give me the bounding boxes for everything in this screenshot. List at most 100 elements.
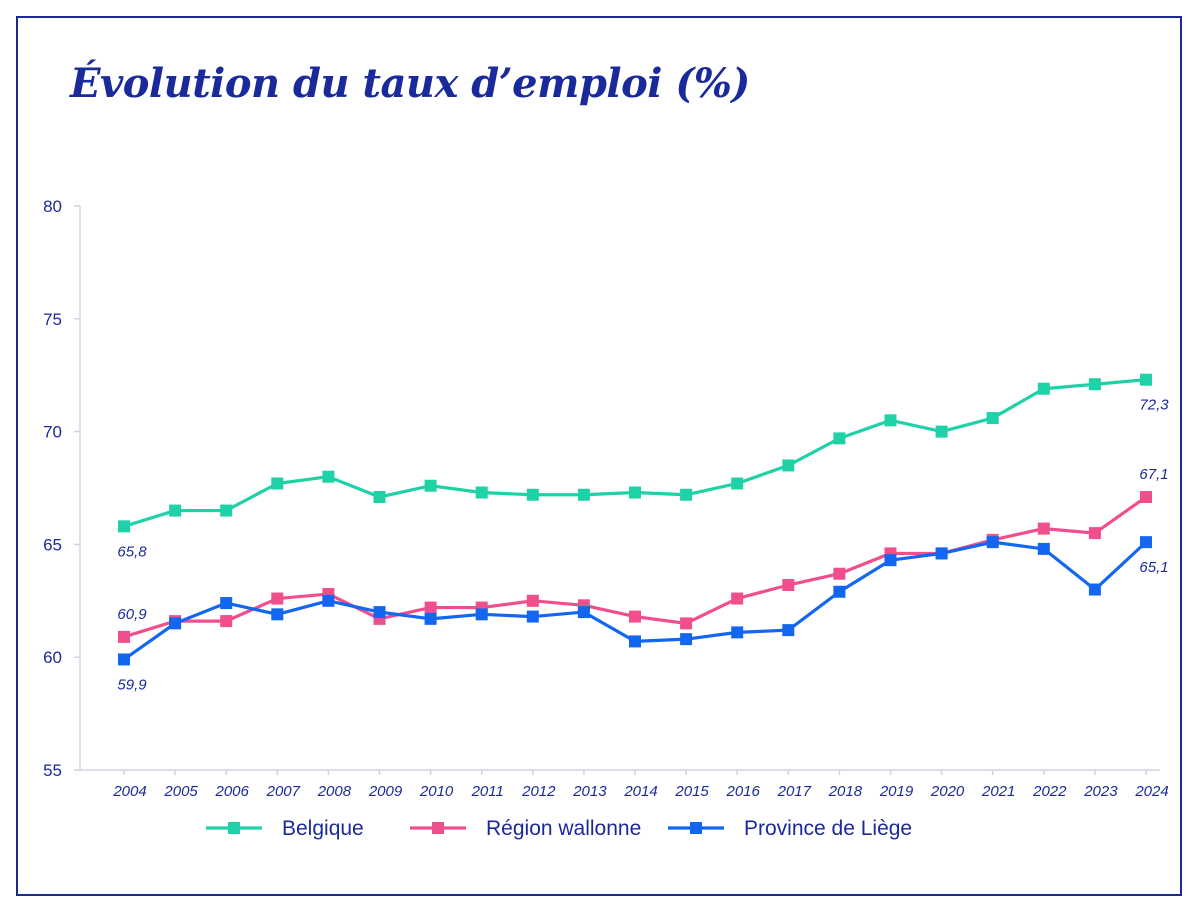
data-point [1140,491,1152,504]
series-line [123,378,1147,528]
data-label: 67,1 [1139,466,1168,483]
data-point [526,610,539,623]
data-point [782,579,795,592]
data-point [220,504,233,517]
data-point [935,547,948,560]
data-point [731,477,744,490]
data-point [373,606,386,619]
data-point [271,477,284,490]
x-tick-label: 2022 [1032,783,1067,800]
data-label: 60,9 [117,606,147,623]
data-point [833,567,846,580]
data-point [629,610,641,623]
x-tick-label: 2015 [674,783,709,800]
x-tick-label: 2004 [112,783,146,800]
y-tick-label: 60 [43,648,62,667]
data-point [833,432,846,445]
data-point [220,597,233,610]
legend-item: Région wallonne [410,817,641,840]
data-point [424,479,437,492]
data-point [322,470,335,483]
y-tick-label: 75 [43,310,62,329]
data-point [833,585,846,598]
axes: 55 60 65 70 75 80 2004 2005 2006 2007 2008 2009 2010… [43,197,1169,800]
data-point [577,488,590,501]
legend-label: Province de Liège [744,817,912,840]
data-label: 65,1 [1139,559,1168,576]
data-point [1037,542,1050,555]
data-point [1140,536,1152,549]
x-tick-label: 2011 [471,783,504,800]
x-tick-label: 2024 [1134,783,1168,800]
data-point [169,617,182,630]
data-point [1037,522,1050,535]
data-label: 59,9 [117,676,147,693]
data-point [322,594,335,607]
series-0 [118,373,1152,533]
x-tick-label: 2017 [777,783,812,800]
data-point [680,617,693,630]
x-tick-label: 2012 [521,783,556,800]
data-point [475,608,488,621]
data-point [986,412,999,425]
data-point [629,635,641,648]
data-point [782,624,795,637]
x-tick-label: 2006 [215,783,250,800]
legend-marker [690,822,702,834]
legend-item: Province de Liège [668,817,912,840]
data-point [884,554,897,567]
data-point [271,592,284,605]
data-point [782,459,795,472]
data-point [526,488,539,501]
y-tick-label: 70 [43,423,62,442]
data-point [118,630,130,643]
x-tick-label: 2007 [266,783,301,800]
x-tick-label: 2014 [623,783,657,800]
data-point [1088,378,1101,391]
legend-marker [228,822,240,834]
data-point [424,612,437,625]
y-tick-label: 80 [43,197,62,216]
x-tick-label: 2019 [879,783,914,800]
data-point [986,536,999,549]
series-layer [118,373,1152,666]
series-2 [118,536,1152,666]
data-point [220,615,233,628]
data-point [424,601,437,614]
x-tick-label: 2010 [419,783,454,800]
x-tick-label: 2013 [572,783,607,800]
data-label: 65,8 [117,543,147,560]
data-point [526,594,539,607]
data-point [271,608,284,621]
data-point [577,606,590,619]
data-point [1088,583,1101,596]
x-tick-label: 2018 [828,783,863,800]
data-point [884,414,897,427]
data-point [731,626,744,639]
legend-label: Région wallonne [486,817,641,840]
data-point [169,504,182,517]
y-tick-label: 55 [43,761,62,780]
data-labels: 65,8 72,3 60,9 67,1 59,9 65,1 [117,397,1169,694]
data-point [1088,527,1101,540]
data-point [373,491,386,504]
legend-item: Belgique [206,817,364,840]
data-point [1140,373,1152,386]
data-point [118,653,130,666]
legend-marker [432,822,444,834]
data-point [731,592,744,605]
legend: Belgique Région wallonne Province de Liège [206,817,912,840]
x-tick-label: 2020 [930,783,965,800]
chart-frame [16,16,1182,896]
x-tick-label: 2016 [726,783,761,800]
x-tick-label: 2023 [1083,783,1118,800]
y-tick-label: 65 [43,535,62,554]
x-tick-label: 2005 [163,783,198,800]
x-tick-label: 2008 [317,783,352,800]
data-point [680,633,693,646]
data-point [1037,382,1050,395]
data-point [475,486,488,499]
data-point [629,486,641,499]
data-point [680,488,693,501]
